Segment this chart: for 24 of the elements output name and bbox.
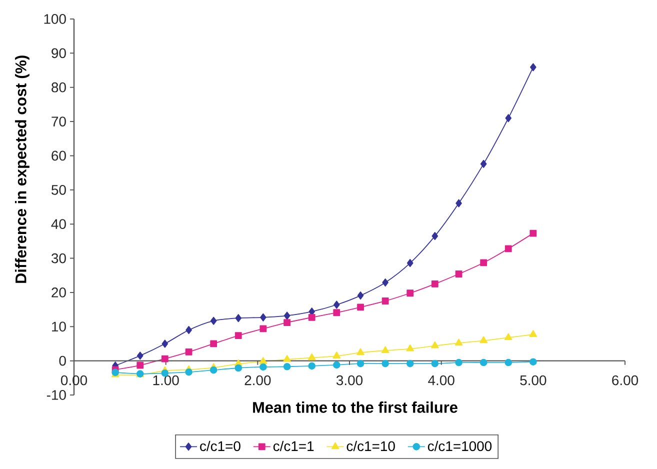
y-tick-label: 10 xyxy=(52,322,66,332)
y-tick-label: 80 xyxy=(52,82,66,92)
y-tick-label: 100 xyxy=(44,14,66,24)
x-axis-title: Mean time to the first failure xyxy=(253,402,458,413)
y-tick-label: 70 xyxy=(52,116,66,126)
x-tick-label: 5.00 xyxy=(520,375,546,386)
y-tick-label: 50 xyxy=(52,184,66,195)
x-tick-label: 4.00 xyxy=(428,375,454,386)
y-tick-label: 0 xyxy=(59,356,66,366)
x-tick-label: 2.00 xyxy=(244,375,271,386)
x-tick-label: 6.00 xyxy=(612,375,638,386)
legend-label: c/c1=0 xyxy=(200,440,240,452)
legend-label: c/c1=1 xyxy=(273,440,314,452)
y-tick-label: 40 xyxy=(51,219,66,230)
legend-label: c/c1=1000 xyxy=(428,440,492,452)
y-axis-title: Difference in expected cost (%) xyxy=(15,56,30,283)
y-tick-label: 30 xyxy=(51,253,66,264)
x-tick-label: 1.00 xyxy=(153,375,179,386)
y-tick-label: 20 xyxy=(52,288,66,298)
y-tick-label: 60 xyxy=(52,150,66,161)
x-tick-label: 3.00 xyxy=(336,375,363,386)
legend-label: c/c1=10 xyxy=(346,440,395,452)
y-tick-label: -10 xyxy=(46,390,66,400)
y-tick-label: 90 xyxy=(52,48,66,58)
